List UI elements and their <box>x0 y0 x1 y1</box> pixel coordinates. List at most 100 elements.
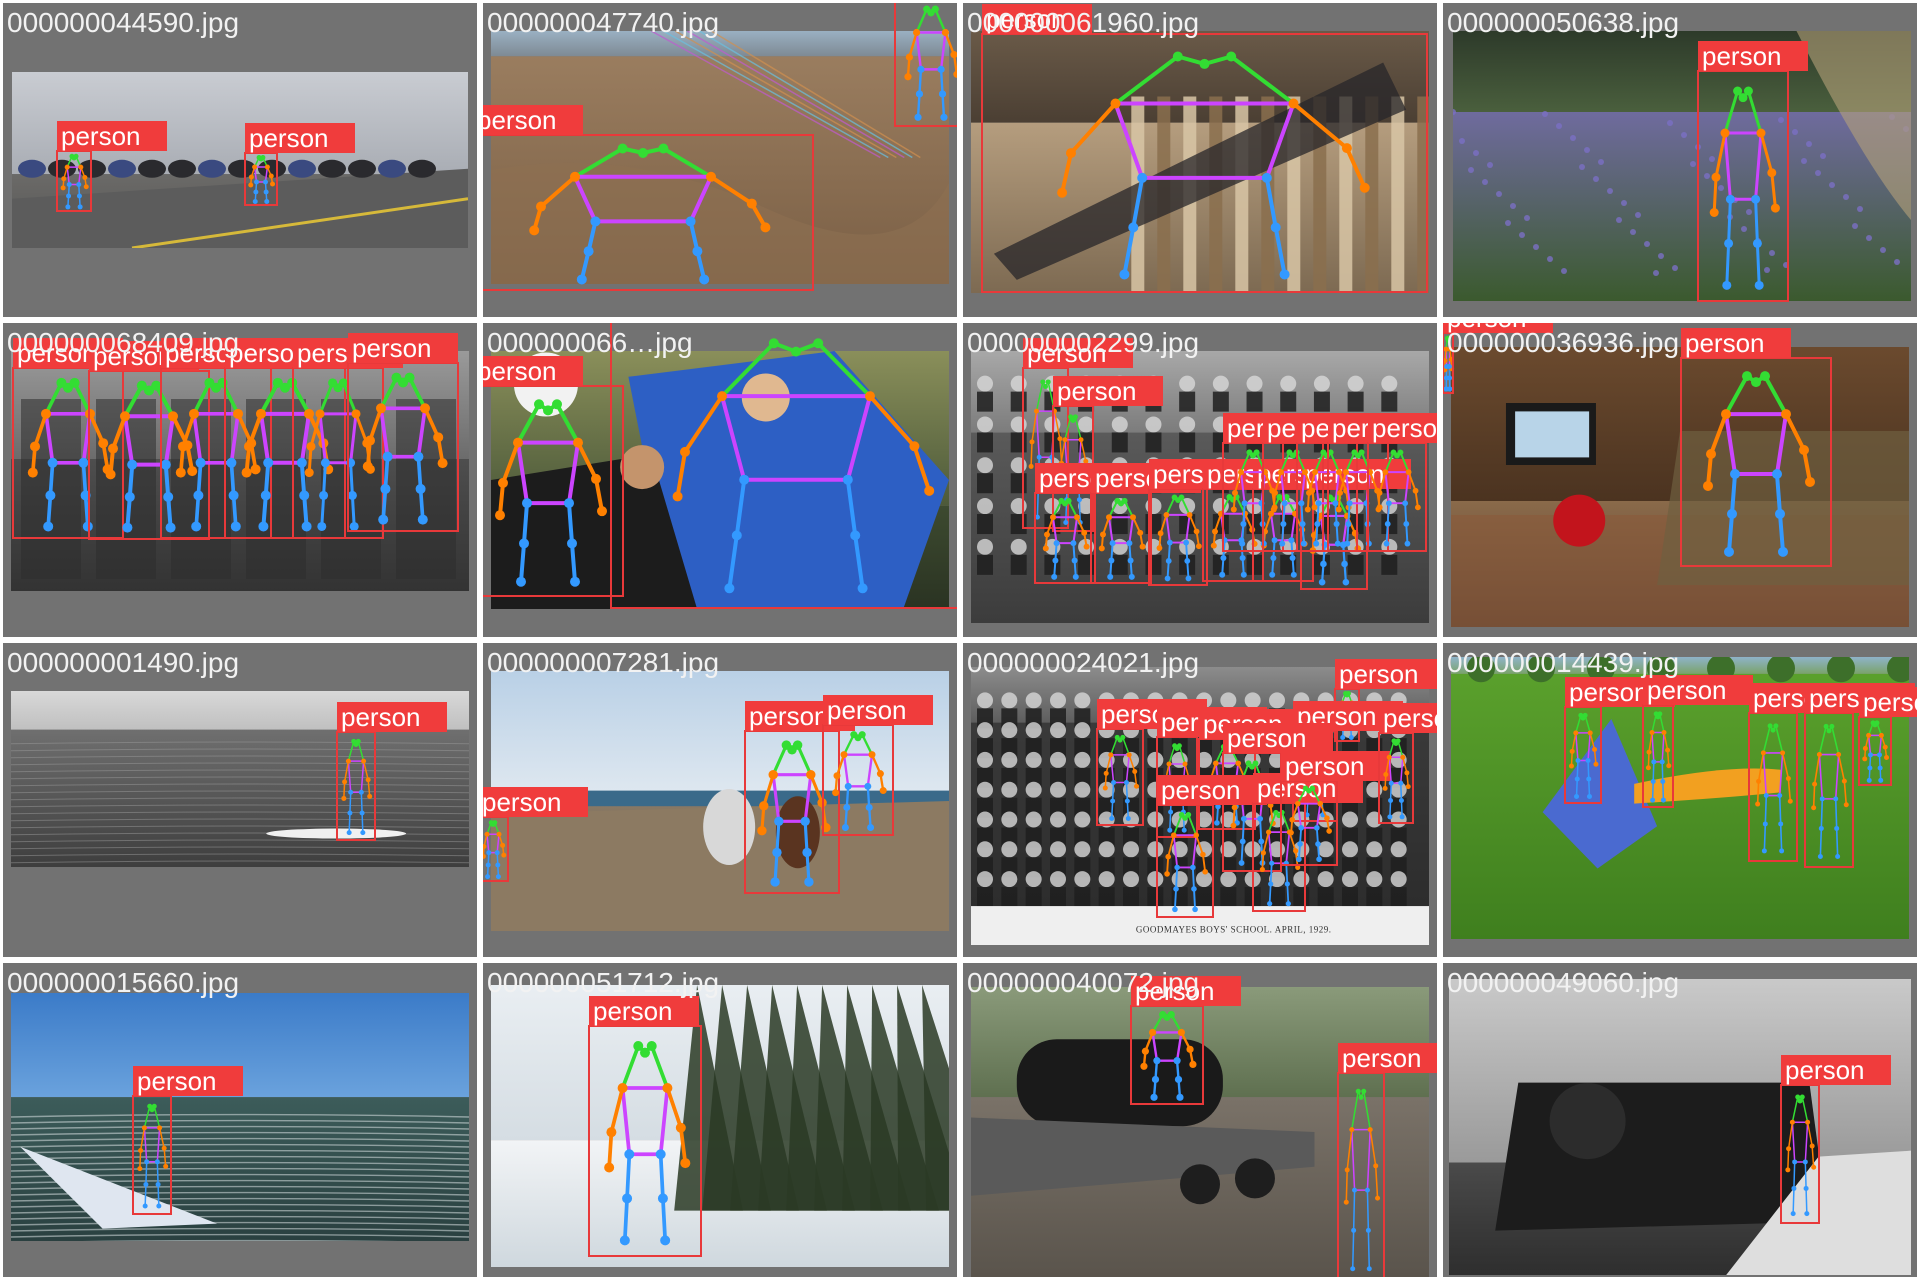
class-label: person <box>1057 376 1137 406</box>
mosaic-tile: person 000000015660.jpg <box>3 963 477 1277</box>
mosaic-tile: person person person 000000007281.jpg <box>483 643 957 957</box>
class-label: person <box>1383 703 1437 733</box>
label-bg <box>1023 338 1133 368</box>
person-detection: person <box>1642 675 1753 808</box>
class-label: person <box>1339 659 1419 689</box>
person-detection: person <box>1780 1055 1891 1224</box>
label-bg <box>1053 376 1163 406</box>
label-bg <box>982 4 1092 34</box>
label-bg <box>57 121 167 151</box>
class-label: person <box>93 341 173 371</box>
label-bg <box>133 1066 243 1096</box>
label-bg <box>245 123 355 153</box>
label-bg <box>589 996 699 1026</box>
label-bg <box>1698 41 1808 71</box>
person-detection: person <box>1680 328 1832 567</box>
filename-label: 000000044590.jpg <box>7 7 240 38</box>
person-detection: person <box>1052 376 1163 532</box>
label-bg <box>483 105 583 135</box>
class-label: person <box>483 787 562 817</box>
label-bg <box>1335 659 1437 689</box>
person-detection: person <box>610 323 957 609</box>
detection-overlay: person person <box>483 3 957 291</box>
filename-label: 000000051712.jpg <box>487 967 720 998</box>
filename-label: 000000036936.jpg <box>1447 327 1680 358</box>
bounding-box <box>1337 1072 1385 1277</box>
scene-photo <box>12 72 468 248</box>
class-label: person <box>352 333 432 363</box>
class-label: person <box>986 4 1066 34</box>
class-label: person <box>483 105 557 135</box>
class-label: person <box>341 702 421 732</box>
class-label: person <box>827 695 907 725</box>
class-label: person <box>593 996 673 1026</box>
detection-overlay: personpersonpersonpersonpersonpersonpers… <box>1022 338 1437 590</box>
person-detection: person <box>1367 413 1437 552</box>
person-detection: person <box>1858 687 1917 786</box>
label-bg <box>1643 675 1753 705</box>
mosaic-tile: person person 000000044590.jpg <box>3 3 477 317</box>
label-bg <box>348 333 458 363</box>
person-detection: person <box>894 3 957 127</box>
filename-label: 000000001490.jpg <box>7 647 240 678</box>
mosaic-tile: person person 000000040072.jpg <box>963 963 1437 1277</box>
filename-label: 000000050638.jpg <box>1447 7 1680 38</box>
person-detection: person <box>981 4 1428 293</box>
class-label: person <box>1227 723 1307 753</box>
filename-label: 000000066…jpg <box>487 327 693 358</box>
class-label: person <box>17 338 97 368</box>
mosaic-tile: person person 000000047740.jpg <box>483 3 957 317</box>
mosaic-tile: person person person person person person 0000… <box>3 323 477 637</box>
detection-overlay: person <box>981 4 1428 293</box>
detection-overlay: person <box>336 702 447 841</box>
filename-label: 000000049060.jpg <box>1447 967 1680 998</box>
bounding-box <box>1680 357 1832 567</box>
filename-label: 000000024021.jpg <box>967 647 1200 678</box>
bounding-box <box>483 134 814 291</box>
mosaic-tile: person person 000000036936.jpg <box>1443 323 1917 637</box>
filename-label: 000000015660.jpg <box>7 967 240 998</box>
person-detection: person <box>1156 775 1267 918</box>
person-detection: person <box>1252 773 1363 912</box>
filename-label: 000000014439.jpg <box>1447 647 1680 678</box>
label-bg <box>1368 413 1437 443</box>
class-label: person <box>1647 675 1727 705</box>
photo-caption: GOODMAYES BOYS' SCHOOL. APRIL, 1929. <box>1136 924 1332 934</box>
person-detection: person <box>1130 976 1241 1105</box>
detection-overlay: person <box>1697 41 1808 302</box>
scene-photo <box>491 985 949 1267</box>
person-detection: person <box>1697 41 1808 302</box>
class-label: person <box>1342 1043 1422 1073</box>
mosaic-tile: person 000000049060.jpg <box>1443 963 1917 1277</box>
class-label: person <box>61 121 141 151</box>
class-label: person <box>249 123 329 153</box>
person-detection: person <box>132 1066 243 1215</box>
label-bg <box>1157 775 1267 805</box>
person-detection: person <box>1443 323 1553 394</box>
class-label: person <box>1372 413 1437 443</box>
scene-photo <box>1453 31 1911 301</box>
detection-overlay: person person <box>483 323 957 609</box>
scene-photo <box>971 31 1429 293</box>
label-bg <box>1131 976 1241 1006</box>
filename-label: 000000061960.jpg <box>967 7 1200 38</box>
detection-overlay: person <box>132 1066 243 1215</box>
scene-photo <box>491 31 949 284</box>
detection-overlay: person person <box>1130 976 1437 1277</box>
label-bg <box>1379 703 1437 733</box>
mosaic-tile: person 000000061960.jpg <box>963 3 1437 317</box>
label-bg <box>823 695 933 725</box>
class-label: person <box>1702 41 1782 71</box>
detection-overlay: person <box>588 996 702 1257</box>
class-label: person <box>1569 677 1649 707</box>
person-detection: person <box>347 333 459 532</box>
bounding-box <box>981 33 1428 293</box>
person-detection: person <box>1022 338 1133 529</box>
label-bg <box>483 356 583 386</box>
class-label: person <box>483 356 557 386</box>
